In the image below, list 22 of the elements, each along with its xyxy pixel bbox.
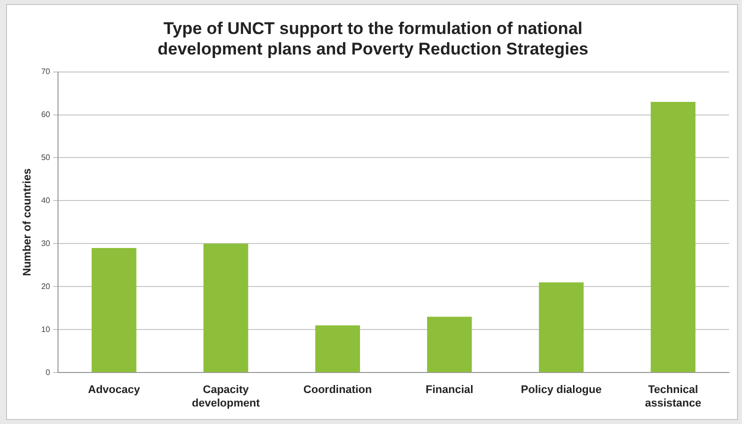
x-tick-label: Advocacy [88, 384, 141, 396]
y-tick-label: 40 [41, 196, 51, 205]
x-tick-label: Coordination [303, 384, 372, 396]
x-tick-label: Policy dialogue [520, 384, 602, 396]
bar [427, 316, 472, 372]
chart-title: Type of UNCT support to the formulation of national development plans and Poverty Reduction Strategies [158, 18, 588, 58]
y-tick-label: 50 [41, 152, 51, 162]
x-tick-label: Financial [426, 384, 474, 396]
bar [92, 248, 136, 372]
bar [538, 282, 584, 372]
y-tick-label: 20 [41, 282, 51, 291]
y-tick-label: 10 [41, 324, 51, 334]
y-axis-title: Number of countries [22, 168, 34, 276]
x-tick-label: Capacity development [192, 384, 260, 410]
y-tick-label: 60 [41, 110, 51, 119]
bar [315, 325, 360, 372]
bar [650, 102, 696, 372]
y-tick-label: 0 [46, 368, 51, 377]
y-tick-label: 70 [41, 67, 51, 76]
x-tick-label: Technical assistance [644, 384, 702, 410]
y-tick-label: 30 [41, 238, 51, 248]
bar [203, 244, 248, 372]
